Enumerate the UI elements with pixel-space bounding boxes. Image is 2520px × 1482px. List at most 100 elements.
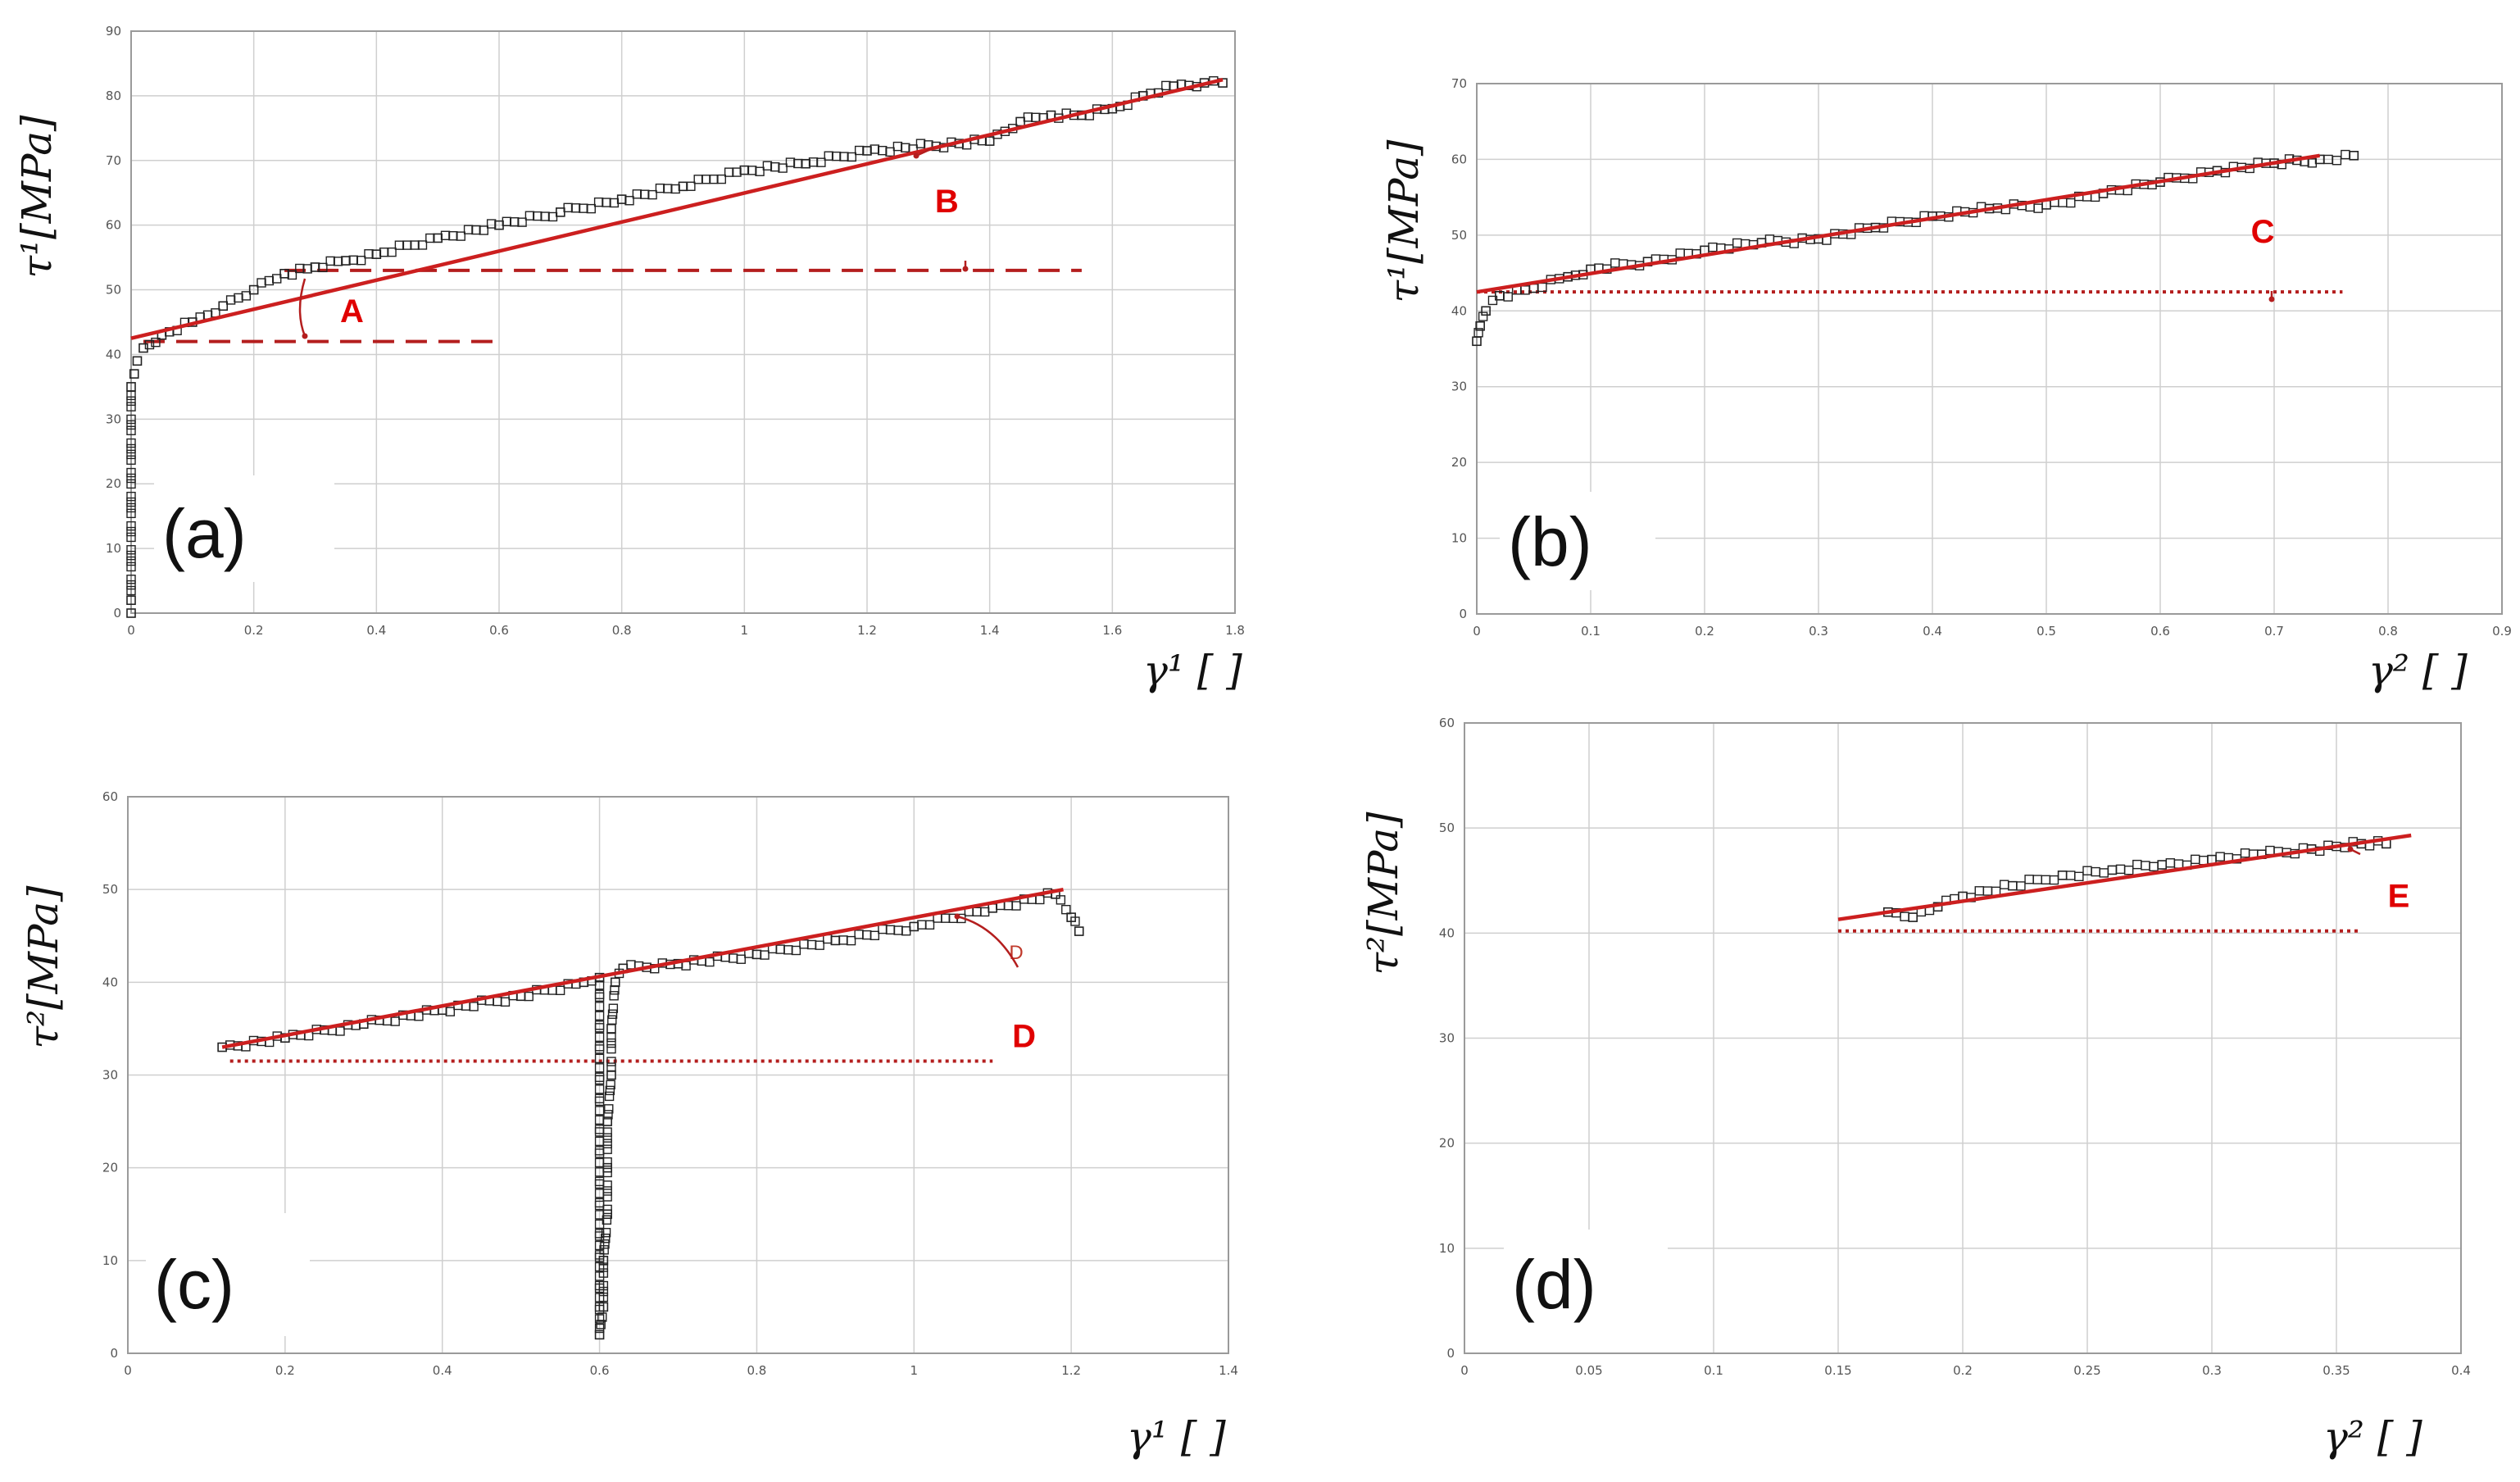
data-point	[806, 939, 817, 950]
data-point	[2173, 859, 2184, 869]
plot-frame	[1464, 722, 2462, 1354]
data-point	[878, 145, 888, 156]
panel-label: (c)	[154, 1246, 234, 1323]
data-point	[594, 1002, 605, 1011]
data-point	[846, 935, 856, 946]
data-point	[602, 1116, 612, 1126]
data-point	[126, 402, 136, 411]
annotation-arrow-tip	[962, 266, 969, 272]
data-point	[364, 249, 374, 259]
data-point	[1732, 238, 1742, 248]
data-point	[126, 545, 136, 555]
annotation-label: E	[2388, 878, 2410, 914]
y-tick-label: 90	[106, 24, 121, 39]
data-point	[732, 167, 742, 177]
y-tick-label: 20	[102, 1161, 118, 1175]
data-point	[783, 945, 793, 955]
data-point	[325, 256, 335, 266]
data-point	[500, 997, 511, 1007]
data-point	[600, 1239, 610, 1249]
data-point	[126, 585, 136, 596]
data-point	[417, 240, 428, 250]
y-tick-label: 30	[1451, 380, 1467, 394]
data-point	[594, 992, 605, 1002]
data-point	[1503, 292, 1513, 302]
x-tick-label: 0.4	[1923, 624, 1942, 639]
annotation-arrow-tip	[2268, 296, 2275, 302]
annotation-arrow-tip	[302, 333, 308, 339]
plot-frame	[1476, 83, 2503, 615]
data-point	[608, 1003, 619, 1013]
data-point	[2115, 864, 2126, 875]
annotation-arrow-tip	[954, 913, 960, 920]
data-point	[2132, 859, 2142, 870]
data-point	[2191, 854, 2200, 865]
data-point	[2141, 861, 2150, 871]
x-tick-label: 0	[1473, 624, 1481, 639]
data-point	[988, 903, 998, 913]
data-point	[598, 1286, 609, 1297]
data-point	[839, 152, 849, 161]
data-point	[2123, 865, 2134, 875]
data-point	[901, 926, 911, 936]
data-point	[225, 295, 236, 305]
data-point	[885, 925, 896, 935]
data-point	[878, 924, 888, 934]
data-point	[126, 575, 136, 584]
y-tick-label: 10	[106, 541, 121, 556]
data-point	[594, 1011, 605, 1021]
data-point	[126, 449, 136, 460]
data-point	[586, 203, 596, 214]
data-point	[924, 920, 935, 930]
data-point	[126, 382, 136, 392]
x-tick-label: 1.8	[1225, 623, 1245, 638]
data-point	[602, 1167, 612, 1178]
data-point	[248, 284, 259, 295]
x-axis-label: γ¹ [ ]	[1143, 647, 1242, 694]
data-point	[556, 207, 565, 217]
data-point	[602, 1157, 612, 1167]
data-point	[1478, 311, 1488, 321]
y-tick-label: 0	[1459, 607, 1467, 621]
data-point	[486, 219, 497, 229]
data-point	[1475, 320, 1485, 331]
data-point	[594, 1096, 605, 1107]
x-axis-label: γ² [ ]	[2323, 1413, 2422, 1461]
data-point	[126, 425, 136, 435]
x-tick-label: 0.15	[1824, 1363, 1851, 1378]
data-point	[126, 508, 136, 519]
data-point	[333, 257, 343, 266]
data-point	[893, 925, 903, 935]
data-point	[847, 152, 856, 162]
x-axis-label: γ² [ ]	[2368, 647, 2468, 694]
data-point	[602, 1144, 612, 1154]
data-point	[2215, 852, 2225, 861]
data-point	[1161, 80, 1171, 91]
data-point	[799, 939, 809, 949]
data-point	[602, 1215, 612, 1225]
data-point	[594, 1084, 605, 1094]
y-tick-label: 20	[106, 476, 121, 491]
annotation-arrow-tip	[2347, 846, 2354, 852]
data-point	[425, 233, 435, 243]
x-tick-label: 1.2	[857, 623, 877, 638]
data-point	[607, 1009, 618, 1019]
y-tick-label: 60	[106, 218, 121, 233]
y-tick-label: 20	[1451, 455, 1467, 470]
y-tick-label: 50	[106, 283, 121, 298]
data-point	[126, 443, 136, 454]
data-point	[469, 1002, 479, 1011]
x-tick-label: 1.2	[1061, 1363, 1081, 1378]
data-point	[555, 985, 565, 995]
data-point	[604, 1104, 614, 1114]
panel-label-background	[1500, 492, 1655, 590]
data-point	[604, 1091, 615, 1102]
data-point	[318, 262, 328, 273]
data-point	[747, 166, 757, 175]
data-point	[605, 1085, 615, 1096]
data-point	[594, 1231, 605, 1241]
y-tick-label: 50	[1451, 228, 1467, 243]
data-point	[885, 147, 895, 157]
data-point	[126, 473, 136, 484]
y-tick-label: 40	[1451, 303, 1467, 318]
